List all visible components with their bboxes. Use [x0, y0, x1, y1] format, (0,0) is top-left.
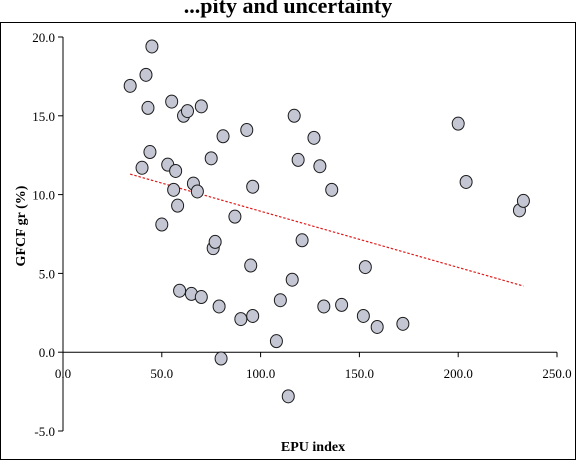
data-point	[194, 290, 208, 305]
data-point	[313, 159, 327, 174]
data-point	[204, 151, 218, 166]
data-point	[216, 129, 230, 144]
y-tick-label: 15.0	[32, 109, 55, 124]
y-tick-label: 20.0	[32, 30, 55, 45]
x-tick-label: 150.0	[345, 366, 374, 381]
data-point	[291, 152, 305, 167]
data-point	[139, 67, 153, 82]
data-point	[173, 283, 187, 298]
data-point	[171, 198, 185, 213]
data-point	[208, 234, 222, 249]
data-point	[307, 130, 321, 145]
x-tick-label: 100.0	[246, 366, 275, 381]
data-point	[358, 260, 372, 275]
data-point	[145, 39, 159, 54]
x-axis-title: EPU index	[281, 440, 345, 455]
data-point	[234, 312, 248, 327]
data-point	[141, 100, 155, 115]
data-point	[165, 94, 179, 109]
data-point	[459, 174, 473, 189]
chart-frame	[0, 22, 576, 460]
data-point	[167, 182, 181, 197]
data-point	[194, 99, 208, 114]
x-tick-label: 0.0	[55, 366, 71, 381]
data-point	[285, 272, 299, 287]
data-point	[325, 182, 339, 197]
data-point	[240, 122, 254, 137]
x-tick-label: 50.0	[150, 366, 173, 381]
data-point	[370, 319, 384, 334]
data-point	[516, 193, 530, 208]
data-point	[295, 233, 309, 248]
data-point	[335, 297, 349, 312]
data-point	[356, 308, 370, 323]
x-tick-label: 200.0	[444, 366, 473, 381]
tick-labels: 20.0 15.0 10.0 5.0 0.0 -5.0 0.0 50.0 100.0 150.0 2…	[32, 30, 571, 439]
data-point	[246, 179, 260, 194]
data-point	[155, 217, 169, 232]
y-tick-label: -5.0	[34, 424, 55, 439]
trendline-group	[130, 173, 524, 287]
data-point	[123, 78, 137, 93]
data-point	[135, 160, 149, 175]
y-tick-label: 10.0	[32, 188, 55, 203]
data-point	[246, 308, 260, 323]
data-point	[143, 145, 157, 160]
y-tick-label: 0.0	[39, 345, 55, 360]
data-point	[273, 293, 287, 308]
data-points	[123, 39, 530, 404]
y-tick-label: 5.0	[39, 266, 55, 281]
axes	[58, 36, 558, 432]
trendline	[130, 173, 524, 287]
data-point	[281, 389, 295, 404]
data-point	[396, 316, 410, 331]
y-axis-title: GFCF gr (%)	[14, 185, 29, 266]
data-point	[169, 163, 183, 178]
data-point	[212, 299, 226, 314]
data-point	[244, 258, 258, 273]
data-point	[214, 351, 228, 366]
data-point	[190, 184, 204, 199]
data-point	[287, 108, 301, 123]
chart-title: ...pity and uncertainty	[184, 0, 392, 18]
x-tick-label: 250.0	[542, 366, 571, 381]
data-point	[269, 334, 283, 349]
data-point	[451, 116, 465, 131]
data-point	[228, 209, 242, 224]
data-point	[317, 299, 331, 314]
data-point	[180, 104, 194, 119]
